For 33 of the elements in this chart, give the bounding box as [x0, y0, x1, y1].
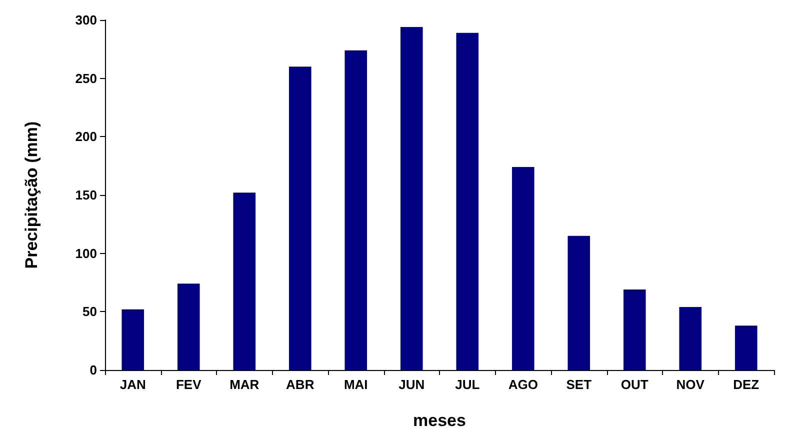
- y-tick-label: 200: [75, 129, 97, 144]
- y-tick-label: 0: [90, 362, 97, 378]
- bar: [288, 66, 312, 370]
- x-tick-label: ABR: [286, 377, 315, 392]
- bar: [512, 167, 534, 370]
- y-tick-label: 50: [82, 304, 97, 320]
- y-tick-label: 300: [75, 12, 97, 28]
- x-tick-label: JUN: [398, 377, 425, 392]
- x-tick-label: AGO: [508, 377, 538, 392]
- x-axis-title: meses: [413, 411, 466, 430]
- bar: [344, 50, 368, 370]
- y-tick-label: 150: [75, 188, 97, 202]
- x-tick-label: MAR: [230, 377, 260, 392]
- bar: [679, 307, 702, 370]
- bar: [177, 284, 200, 370]
- x-tick-label: NOV: [676, 377, 705, 392]
- bar: [456, 32, 479, 370]
- bar: [623, 290, 646, 370]
- x-tick-label: OUT: [620, 377, 648, 392]
- y-tick-label: 250: [75, 70, 97, 86]
- x-tick-label: DEZ: [733, 377, 760, 392]
- y-tick-label: 100: [75, 246, 97, 261]
- x-tick-label: JAN: [120, 377, 146, 392]
- y-axis-title: Precipitação (mm): [22, 121, 41, 269]
- x-tick-label: SET: [566, 377, 592, 392]
- x-tick-label: JUL: [455, 377, 480, 392]
- bar: [734, 326, 758, 370]
- bar: [568, 236, 590, 370]
- x-tick-label: MAI: [344, 377, 368, 392]
- bar: [400, 27, 423, 370]
- bar: [233, 192, 256, 370]
- bar: [122, 309, 144, 370]
- x-tick-label: FEV: [176, 377, 202, 392]
